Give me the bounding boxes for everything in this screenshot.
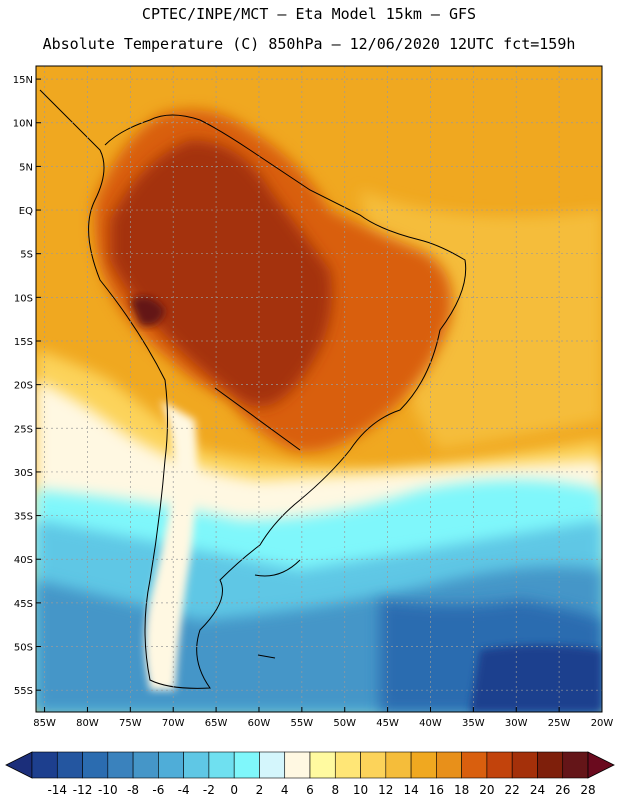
colorbar-label: -4 bbox=[178, 783, 190, 797]
latitude-axis: 15N 10N 5N EQ 5S 10S 15S 20S 25S 30S 35S 40S 45S 50S 5… bbox=[13, 75, 41, 697]
colorbar-label: 20 bbox=[479, 783, 494, 797]
colorbar-swatch bbox=[385, 751, 412, 779]
lat-tick-label: 5S bbox=[20, 250, 33, 261]
colorbar-swatch bbox=[56, 751, 83, 779]
colorbar-label: 18 bbox=[454, 783, 469, 797]
lat-tick-label: 20S bbox=[14, 381, 33, 392]
lat-tick-label: 15S bbox=[14, 337, 33, 348]
lat-tick-label: 25S bbox=[14, 424, 33, 435]
chart-title-line1: CPTEC/INPE/MCT – Eta Model 15km – GFS bbox=[141, 5, 477, 23]
chart-title-line2: Absolute Temperature (C) 850hPa – 12/06/… bbox=[42, 35, 576, 53]
lat-tick-label: 55S bbox=[14, 686, 33, 697]
colorbar-label: 6 bbox=[306, 783, 314, 797]
colorbar-label: 4 bbox=[281, 783, 289, 797]
map-frame bbox=[35, 65, 603, 713]
colorbar-label: 22 bbox=[505, 783, 520, 797]
colorbar-label: -10 bbox=[98, 783, 118, 797]
colorbar-over-arrow bbox=[587, 751, 615, 779]
lat-tick-label: 15N bbox=[13, 75, 33, 86]
colorbar-swatch bbox=[334, 751, 361, 779]
colorbar-swatch bbox=[259, 751, 286, 779]
colorbar-label: 8 bbox=[331, 783, 339, 797]
lat-tick-label: 5N bbox=[19, 162, 33, 173]
colorbar-swatch bbox=[132, 751, 159, 779]
colorbar: -14 -12 -10 -8 -6 -4 -2 0 2 4 6 8 10 12 14 16 18 20 22 24 26… bbox=[5, 751, 615, 797]
lon-tick-label: 50W bbox=[333, 718, 356, 729]
colorbar-swatch bbox=[461, 751, 488, 779]
lat-tick-label: 30S bbox=[14, 468, 33, 479]
colorbar-under-arrow bbox=[5, 751, 33, 779]
colorbar-swatch bbox=[562, 751, 589, 779]
colorbar-label: 2 bbox=[256, 783, 264, 797]
colorbar-label: 12 bbox=[378, 783, 393, 797]
colorbar-label: -6 bbox=[152, 783, 164, 797]
colorbar-swatch bbox=[158, 751, 184, 779]
lat-tick-label: 10S bbox=[14, 293, 33, 304]
colorbar-label: 10 bbox=[353, 783, 368, 797]
colorbar-label: -14 bbox=[47, 783, 67, 797]
lat-tick-label: 10N bbox=[13, 119, 33, 130]
lon-tick-label: 40W bbox=[419, 718, 442, 729]
lon-tick-label: 25W bbox=[548, 718, 571, 729]
colorbar-label: 16 bbox=[429, 783, 444, 797]
colorbar-label: -12 bbox=[73, 783, 93, 797]
lon-tick-label: 30W bbox=[505, 718, 528, 729]
colorbar-swatch bbox=[410, 751, 437, 779]
colorbar-label: 26 bbox=[555, 783, 570, 797]
lon-tick-label: 55W bbox=[291, 718, 314, 729]
colorbar-label: -2 bbox=[203, 783, 215, 797]
colorbar-swatch bbox=[309, 751, 336, 779]
colorbar-swatch bbox=[82, 751, 109, 779]
lat-tick-label: 40S bbox=[14, 555, 33, 566]
colorbar-swatch bbox=[436, 751, 462, 779]
longitude-axis: 85W 80W 75W 70W 65W 60W 55W 50W 45W 40W 35W 30W 25W 2… bbox=[33, 707, 613, 729]
lon-tick-label: 75W bbox=[119, 718, 142, 729]
colorbar-swatch bbox=[233, 751, 260, 779]
colorbar-swatch bbox=[107, 751, 134, 779]
colorbar-label: 14 bbox=[403, 783, 418, 797]
lat-tick-label: 45S bbox=[14, 599, 33, 610]
lon-tick-label: 70W bbox=[162, 718, 185, 729]
colorbar-label: 0 bbox=[230, 783, 238, 797]
lon-tick-label: 60W bbox=[248, 718, 271, 729]
colorbar-swatch bbox=[511, 751, 538, 779]
lon-tick-label: 65W bbox=[205, 718, 228, 729]
colorbar-label: 24 bbox=[530, 783, 545, 797]
colorbar-swatch bbox=[183, 751, 210, 779]
colorbar-label: -8 bbox=[127, 783, 139, 797]
coastlines bbox=[39, 89, 467, 689]
colorbar-swatch bbox=[360, 751, 387, 779]
colorbar-swatch bbox=[284, 751, 311, 779]
lat-tick-label: 50S bbox=[14, 643, 33, 654]
lon-tick-label: 20W bbox=[591, 718, 614, 729]
lat-tick-label: 35S bbox=[14, 512, 33, 523]
lon-tick-label: 85W bbox=[33, 718, 56, 729]
colorbar-label: 28 bbox=[580, 783, 595, 797]
gridlines bbox=[36, 66, 602, 712]
lon-tick-label: 80W bbox=[76, 718, 99, 729]
colorbar-swatch bbox=[208, 751, 235, 779]
colorbar-swatch bbox=[537, 751, 564, 779]
lon-tick-label: 45W bbox=[376, 718, 399, 729]
temperature-field bbox=[36, 66, 602, 712]
colorbar-swatch bbox=[486, 751, 513, 779]
colorbar-swatch bbox=[31, 751, 58, 779]
lon-tick-label: 35W bbox=[462, 718, 485, 729]
lat-tick-label: EQ bbox=[19, 206, 33, 217]
